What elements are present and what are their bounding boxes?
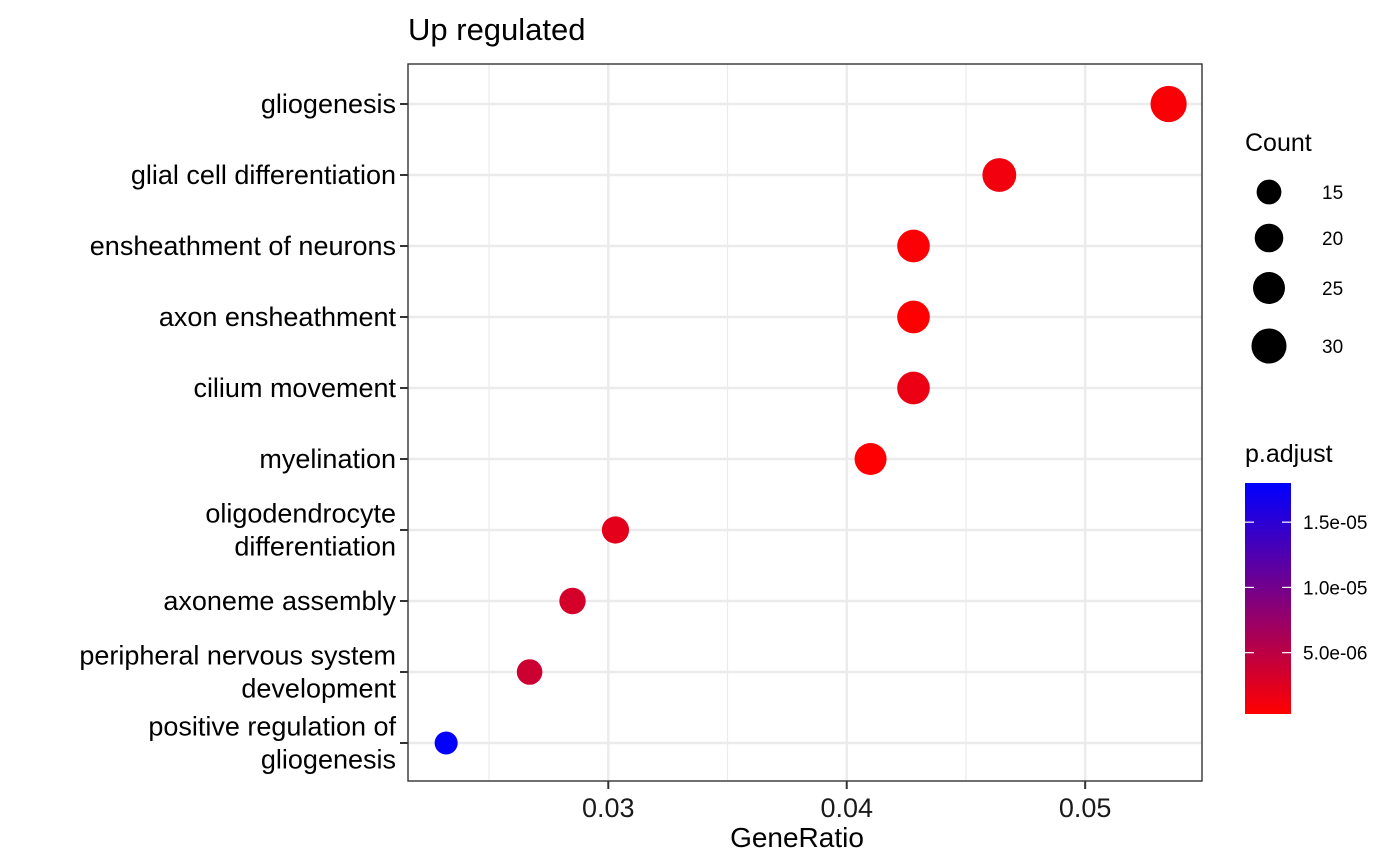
data-point <box>434 731 458 755</box>
data-point <box>897 371 930 405</box>
data-point <box>559 587 586 615</box>
count-legend-label: 15 <box>1322 183 1343 204</box>
plot-panel <box>407 63 1203 782</box>
x-tick-label: 0.05 <box>1059 793 1112 823</box>
y-axis: gliogenesis glial cell differentiation ens… <box>79 89 408 775</box>
y-tick-label: peripheral nervous system development <box>79 641 396 704</box>
count-legend-key <box>1251 328 1287 364</box>
data-point <box>897 300 930 334</box>
p-adjust-legend-label: 1.5e-05 <box>1303 513 1367 534</box>
data-point <box>601 516 630 544</box>
count-legend-label: 20 <box>1322 229 1343 250</box>
y-tick-label: glial cell differentiation <box>131 160 396 190</box>
x-axis-title: GeneRatio <box>730 822 864 853</box>
y-tick-label: myelination <box>259 444 396 474</box>
y-tick-label: cilium movement <box>193 373 396 403</box>
count-legend-title: Count <box>1245 129 1312 157</box>
x-tick-label: 0.03 <box>582 793 635 823</box>
count-legend-label: 30 <box>1322 337 1343 358</box>
panel-background <box>408 64 1202 781</box>
plot-title: Up regulated <box>408 12 586 47</box>
x-axis: 0.03 0.04 0.05 <box>582 781 1111 823</box>
y-tick-label: oligodendrocyte differentiation <box>205 499 396 562</box>
data-point <box>516 659 543 685</box>
p-adjust-legend: p.adjust 5.0e-06 1.0e-05 1.5e-05 <box>1245 440 1367 714</box>
count-legend: Count 15 20 25 30 <box>1245 129 1343 364</box>
data-point <box>1150 85 1187 123</box>
data-point <box>982 158 1017 192</box>
y-tick-label: positive regulation of gliogenesis <box>148 712 396 775</box>
p-adjust-colorbar <box>1245 483 1291 714</box>
panel-border <box>407 63 1203 782</box>
y-tick-label: ensheathment of neurons <box>90 231 396 261</box>
x-tick-label: 0.04 <box>820 793 873 823</box>
y-tick-label: axoneme assembly <box>163 586 396 616</box>
p-adjust-legend-label: 5.0e-06 <box>1303 644 1367 665</box>
data-point <box>854 443 887 475</box>
count-legend-label: 25 <box>1322 279 1343 300</box>
y-tick-label: gliogenesis <box>261 89 396 119</box>
y-tick-label: axon ensheathment <box>159 302 397 332</box>
data-point <box>897 229 930 263</box>
count-legend-key <box>1254 223 1284 253</box>
count-legend-key <box>1253 272 1285 304</box>
count-legend-key <box>1256 179 1282 205</box>
p-adjust-legend-title: p.adjust <box>1245 440 1333 468</box>
p-adjust-legend-label: 1.0e-05 <box>1303 578 1367 599</box>
